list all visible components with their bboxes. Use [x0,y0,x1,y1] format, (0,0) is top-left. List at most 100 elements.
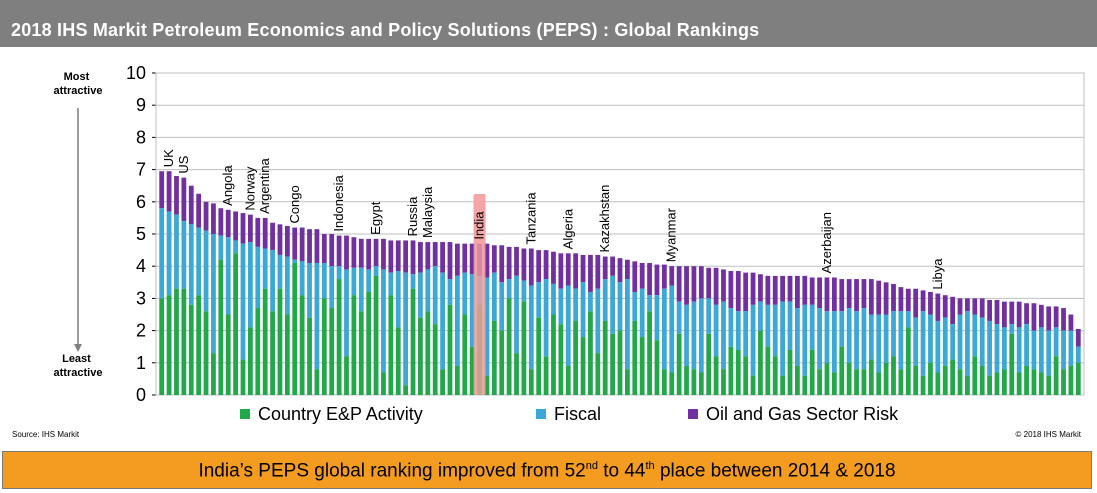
bar-fiscal-segment [240,243,246,360]
bar-risk-segment [381,238,386,270]
bar-106 [935,293,941,395]
country-labels: UK US Angola Norway Argentina Congo Indonesia E… [0,0,945,290]
bar-fiscal-segment [248,242,253,328]
bar-42 [462,243,468,395]
bar-99 [883,282,889,395]
bar-risk-segment [617,258,623,283]
bar-ep-segment [181,288,187,395]
bar-fiscal-segment [795,308,800,367]
bar-fiscal-segment [499,282,505,331]
bar-104 [920,290,926,395]
bar-ep-segment [551,314,556,395]
bar-89 [809,277,815,395]
bar-ep-segment [543,356,549,395]
bar-risk-segment [588,254,593,292]
bar-risk-segment [351,237,357,268]
bar-risk-segment [684,266,689,305]
bar-fiscal-segment [1046,330,1052,376]
bar-risk-segment [181,177,187,222]
bar-ep-segment [965,375,970,395]
bar-risk-segment [211,203,216,234]
bar-fiscal-segment [935,320,941,373]
y-tick-label: 8 [136,127,146,147]
bar-ep-segment [307,317,312,395]
bar-fiscal-segment [979,317,985,367]
bar-ep-segment [750,375,756,395]
bar-risk-segment [1068,314,1074,331]
bar-ep-segment [521,301,527,395]
bar-ep-segment [898,369,904,395]
bar-68 [654,264,660,395]
bar-ep-segment [1009,333,1015,395]
bar-fiscal-segment [218,235,224,260]
bar-fiscal-segment [462,272,468,315]
bar-fiscal-segment [159,208,165,299]
bar-14 [255,217,261,395]
bar-47 [499,245,505,395]
bar-1 [159,171,165,395]
bar-risk-segment [824,277,830,312]
bar-risk-segment [610,256,616,276]
legend-swatch [240,409,250,419]
bar-ep-segment [721,369,726,395]
bar-risk-segment [639,262,645,289]
bar-92 [831,277,837,395]
legend-swatch [536,409,546,419]
bar-17 [277,224,283,395]
bar-risk-segment [277,224,283,255]
bar-risk-segment [403,240,409,273]
bar-fiscal-segment [684,304,689,367]
bar-fiscal-segment [395,271,401,328]
bar-fiscal-segment [225,237,231,315]
bar-fiscal-segment [543,279,549,357]
bar-fiscal-segment [388,272,394,296]
bar-ep-segment [336,279,342,395]
y-tick-label: 9 [136,95,146,115]
bar-ep-segment [654,340,660,395]
bar-risk-segment [299,227,305,262]
bar-ep-segment [528,369,534,395]
bar-21 [307,229,312,395]
bar-29 [366,238,372,395]
bar-65 [632,261,638,395]
bar-fiscal-segment [905,311,911,328]
bar-risk-segment [957,298,963,315]
bar-fiscal-segment [551,283,556,315]
source-note: Source: IHS Markit [12,430,80,439]
bar-84 [772,275,778,395]
bar-ep-segment [713,356,719,395]
bar-ep-segment [802,375,808,395]
bar-64 [624,259,630,395]
bar-ep-segment [1075,362,1081,395]
bar-4 [181,177,187,395]
bar-120 [1038,304,1044,395]
bar-risk-segment [336,235,342,267]
bar-fiscal-segment [1001,327,1007,370]
bar-fiscal-segment [1061,330,1066,370]
bar-risk-segment [913,288,919,318]
y-tick-label: 3 [136,288,146,308]
bar-ep-segment [225,314,231,395]
bar-fiscal-segment [418,272,423,318]
bar-67 [647,262,652,395]
country-label: Libya [930,258,945,290]
bar-fiscal-segment [366,269,372,292]
bar-ep-segment [602,320,608,395]
bar-risk-segment [225,209,231,238]
bar-111 [972,298,978,395]
bar-ep-segment [395,327,401,395]
bar-ep-segment [166,295,172,395]
bar-risk-segment [499,245,505,283]
bar-ep-segment [432,324,438,395]
bar-ep-segment [676,333,682,395]
bar-118 [1024,303,1029,395]
bar-101 [898,287,904,395]
bar-risk-segment [159,171,165,209]
bar-11 [233,211,239,395]
country-label: Argentina [257,157,272,213]
bar-ep-segment [277,288,283,395]
bar-2 [166,171,172,395]
bar-risk-segment [344,235,349,270]
bar-ep-segment [735,349,741,395]
bar-fiscal-segment [824,311,830,363]
